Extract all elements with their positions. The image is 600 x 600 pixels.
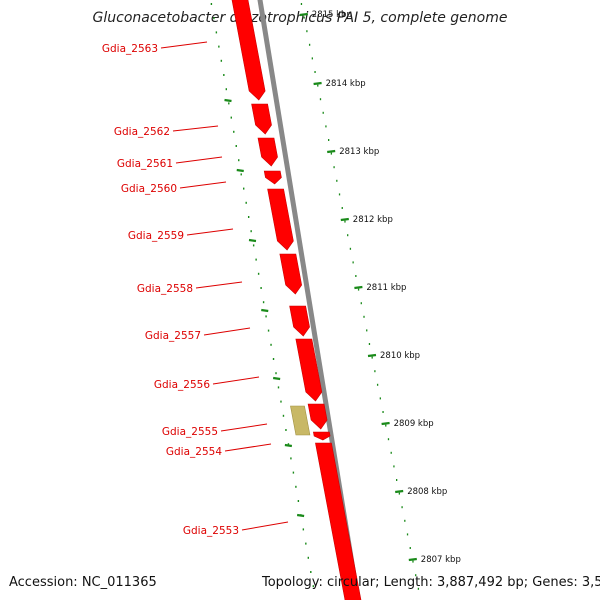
gene-leader-line: [186, 228, 234, 236]
gene-leader-line: [160, 41, 208, 49]
genome-summary: Topology: circular; Length: 3,887,492 bp…: [262, 575, 600, 590]
gene-arrow[interactable]: [307, 403, 328, 430]
gene-arrow[interactable]: [257, 137, 278, 167]
inner-tick-track: [210, 3, 314, 588]
gene-arrow[interactable]: [289, 305, 310, 337]
gene-leader-line: [224, 443, 272, 452]
gene-label[interactable]: Gdia_2557: [145, 330, 201, 342]
scale-labels: 2815 kbp 2814 kbp 2813 kbp 2812 kbp 2811 kbp…: [312, 10, 461, 565]
gene-label[interactable]: Gdia_2556: [154, 379, 210, 391]
gene-label[interactable]: Gdia_2558: [137, 283, 193, 295]
gene-label[interactable]: Gdia_2554: [166, 446, 222, 458]
major-scale-tick: [381, 421, 390, 426]
accession-label: Accession: NC_011365: [9, 575, 157, 590]
gene-arrow[interactable]: [263, 170, 282, 185]
gene-label[interactable]: Gdia_2562: [114, 126, 170, 138]
gene-leader-line: [172, 125, 219, 132]
gene-label[interactable]: Gdia_2555: [162, 426, 218, 438]
gene-leader-line: [241, 521, 289, 531]
gene-arrow[interactable]: [279, 253, 302, 295]
gene-label[interactable]: Gdia_2559: [128, 230, 184, 242]
major-scale-tick: [354, 285, 363, 290]
gene-arrow[interactable]: [295, 338, 323, 402]
gene-leader-line: [212, 376, 260, 385]
inner-major-tick: [248, 238, 257, 243]
gene-track: [231, 0, 362, 600]
gene-label[interactable]: Gdia_2553: [183, 525, 239, 537]
scale-label: 2811 kbp: [366, 283, 406, 293]
major-scale-tick: [340, 217, 349, 222]
genome-title: Gluconacetobacter diazotrophicus PAI 5, …: [92, 10, 508, 26]
gene-label[interactable]: Gdia_2561: [117, 158, 173, 170]
scale-label: 2807 kbp: [421, 555, 461, 565]
scale-label: 2808 kbp: [407, 487, 447, 497]
inner-major-tick: [236, 168, 244, 173]
major-scale-tick: [299, 12, 308, 17]
gene-feature-other[interactable]: [290, 405, 311, 436]
gene-leader-line: [220, 423, 268, 432]
scale-label: 2812 kbp: [353, 215, 393, 225]
inner-major-tick: [296, 513, 305, 518]
gene-label[interactable]: Gdia_2560: [121, 183, 177, 195]
gene-leader-line: [203, 327, 251, 336]
scale-label: 2813 kbp: [339, 147, 379, 157]
scale-label: 2814 kbp: [326, 79, 366, 89]
inner-major-tick: [261, 308, 269, 313]
scale-label: 2809 kbp: [394, 419, 434, 429]
gene-arrow[interactable]: [231, 0, 266, 101]
gene-arrow[interactable]: [267, 188, 294, 251]
major-scale-tick: [313, 81, 322, 86]
major-scale-tick: [408, 557, 417, 562]
major-scale-tick: [367, 353, 377, 358]
scale-label: 2815 kbp: [312, 10, 352, 20]
inner-major-tick: [224, 98, 232, 103]
gene-arrow[interactable]: [315, 442, 362, 600]
gene-arrow[interactable]: [312, 431, 331, 441]
scale-label: 2810 kbp: [380, 351, 420, 361]
gene-labels: Gdia_2563 Gdia_2562 Gdia_2561 Gdia_2560 Gdia…: [102, 41, 289, 537]
inner-major-tick: [272, 376, 281, 381]
gene-leader-line: [175, 156, 223, 164]
gene-leader-line: [195, 281, 243, 289]
major-scale-tick: [327, 149, 336, 154]
scale-tick-track: [299, 3, 420, 590]
gene-leader-line: [179, 181, 227, 189]
gene-arrow[interactable]: [251, 103, 272, 135]
inner-major-tick: [284, 443, 293, 448]
major-scale-tick: [395, 489, 404, 494]
gene-label[interactable]: Gdia_2563: [102, 43, 158, 55]
